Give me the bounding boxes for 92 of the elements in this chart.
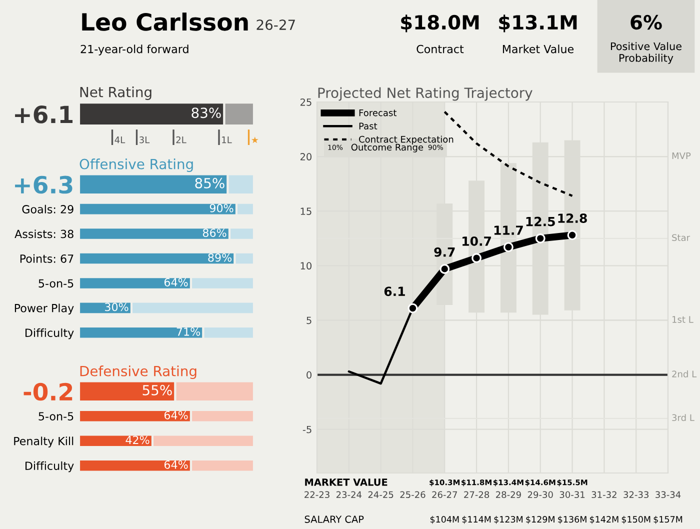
y-tick-label: Goals: 29 bbox=[22, 204, 74, 214]
x-tick-label: 24-25 bbox=[368, 491, 394, 498]
point bbox=[408, 303, 418, 314]
ref-line-label: 4L bbox=[114, 136, 126, 144]
legend-label: Contract Expectation bbox=[359, 136, 454, 144]
y-tick-label: Points: 67 bbox=[20, 254, 74, 263]
text: Outcome Range bbox=[351, 144, 424, 152]
ref-line-label: Star bbox=[672, 234, 690, 242]
data-label: 12.5 bbox=[526, 216, 555, 226]
x-tick-label: 32-33 bbox=[624, 491, 648, 498]
text: 6% bbox=[630, 14, 662, 30]
x-tick-label: 30-31 bbox=[560, 491, 585, 498]
chart-title: Projected Net Rating Trajectory bbox=[318, 87, 532, 101]
text: $142M bbox=[590, 516, 618, 524]
x-tick-label: 25-26 bbox=[400, 491, 426, 498]
text: $104M bbox=[430, 516, 459, 524]
text: $129M bbox=[526, 516, 554, 524]
ref-line-label: 1st L bbox=[672, 316, 694, 323]
point bbox=[472, 253, 482, 264]
data-label: 64% bbox=[164, 460, 188, 469]
chart-title: Offensive Rating bbox=[80, 158, 193, 172]
point bbox=[535, 233, 546, 244]
ref-line-label: 2L bbox=[176, 136, 186, 144]
data-label: 71% bbox=[176, 327, 200, 336]
x-tick-label: 26-27 bbox=[432, 491, 457, 498]
text: SALARY CAP bbox=[304, 516, 364, 523]
data-label: 9.7 bbox=[434, 247, 455, 257]
y-tick-label: Assists: 38 bbox=[14, 230, 74, 238]
data-label: 85% bbox=[195, 178, 224, 188]
x-tick-label: 29-30 bbox=[528, 491, 553, 498]
legend-label: Forecast bbox=[359, 110, 396, 116]
text: Net Rating bbox=[80, 86, 152, 100]
data-label: 90% bbox=[210, 204, 234, 212]
ref-line-label: 2nd L bbox=[672, 370, 697, 378]
text: $150M bbox=[622, 516, 650, 524]
data-label: 89% bbox=[208, 253, 232, 262]
y-tick-label: Penalty Kill bbox=[14, 436, 74, 448]
ref-line-label: 1L bbox=[222, 136, 232, 144]
x-tick-label: 23-24 bbox=[336, 491, 362, 498]
point bbox=[567, 230, 578, 240]
text: $123M bbox=[494, 516, 523, 524]
text: $157M bbox=[654, 516, 682, 524]
y-tick-label: Power Play bbox=[14, 304, 74, 314]
y-tick-label: 25 bbox=[300, 98, 312, 106]
chart-title: Defensive Rating bbox=[80, 366, 196, 379]
y-tick-label: Difficulty bbox=[26, 461, 74, 472]
data-label: 12.8 bbox=[558, 214, 587, 223]
text: Leo Carlsson bbox=[82, 12, 248, 31]
data-label: 42% bbox=[126, 436, 150, 444]
data-label: 6.1 bbox=[384, 286, 405, 296]
text: Contract bbox=[416, 44, 464, 54]
text: MARKET VALUE bbox=[305, 478, 388, 486]
ref-line-label: ★ bbox=[251, 136, 258, 144]
data-label: 64% bbox=[164, 278, 188, 286]
text: Market Value bbox=[502, 44, 574, 54]
x-tick-label: 27-28 bbox=[464, 491, 490, 498]
data-label: 64% bbox=[164, 410, 188, 420]
y-tick-label: 5-on-5 bbox=[38, 279, 74, 288]
data-label: 55% bbox=[142, 384, 172, 396]
y-tick-label: 0 bbox=[306, 371, 312, 379]
ref-line-label: MVP bbox=[672, 152, 691, 160]
y-tick-label: 5 bbox=[306, 316, 312, 324]
text: 26-27 bbox=[256, 20, 295, 30]
y-tick-label: +6.1 bbox=[15, 106, 73, 124]
annotation: 21-year-old forward bbox=[80, 44, 188, 56]
data-label: 86% bbox=[202, 228, 226, 238]
text: $13.1M bbox=[499, 14, 577, 32]
text: Positive Value Probability bbox=[610, 42, 682, 64]
y-tick-label: Difficulty bbox=[26, 328, 74, 340]
y-tick-label: -5 bbox=[302, 426, 312, 434]
y-tick-label: 10 bbox=[300, 262, 312, 270]
data-label: 30% bbox=[105, 302, 128, 312]
point bbox=[440, 264, 450, 274]
x-tick-label: 22-23 bbox=[304, 491, 330, 498]
y-tick-label: -0.2 bbox=[24, 382, 72, 401]
text: $136M bbox=[558, 516, 586, 524]
data-label: 83% bbox=[192, 108, 221, 118]
text: $114M bbox=[462, 516, 491, 524]
text: $18.0M bbox=[401, 14, 479, 32]
data-label: 10.7 bbox=[462, 236, 491, 246]
ref-line-label: 3rd L bbox=[672, 414, 694, 422]
y-tick-label: 15 bbox=[300, 208, 312, 215]
y-tick-label: 20 bbox=[300, 153, 312, 160]
y-tick-label: +6.3 bbox=[15, 176, 72, 194]
x-tick-label: 33-34 bbox=[656, 491, 681, 498]
x-tick-label: 28-29 bbox=[496, 491, 521, 498]
point bbox=[503, 242, 514, 252]
y-tick-label: 5-on-5 bbox=[38, 412, 74, 421]
legend-label: Past bbox=[359, 122, 378, 130]
ref-line-label: 3L bbox=[140, 136, 150, 144]
x-tick-label: 31-32 bbox=[592, 491, 616, 498]
data-label: 11.7 bbox=[494, 226, 523, 235]
